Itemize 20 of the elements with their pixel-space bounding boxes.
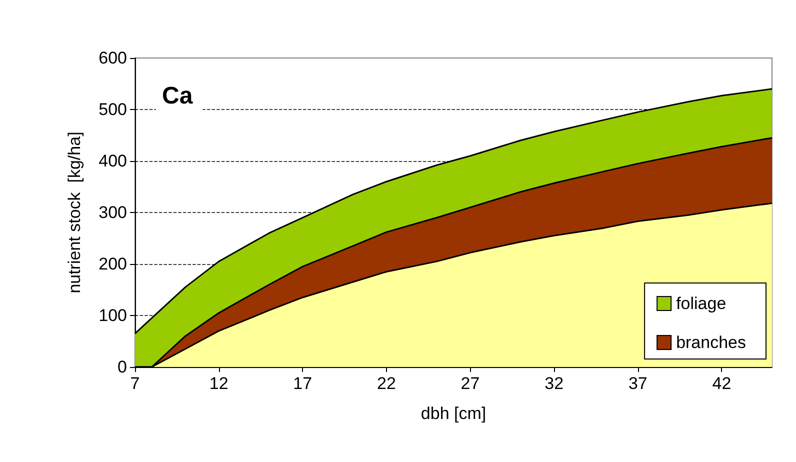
x-tick-label: 22: [376, 374, 396, 393]
x-tick-label: 12: [209, 374, 228, 393]
x-tick-label: 17: [293, 374, 312, 393]
x-tick-label: 42: [712, 374, 732, 393]
y-tick-label: 500: [98, 100, 127, 119]
y-tick-label: 200: [98, 254, 127, 274]
y-tick-label: 0: [118, 358, 127, 376]
legend-label: branches: [676, 333, 746, 352]
y-tick-label: 300: [98, 203, 127, 222]
x-tick-label: 37: [628, 374, 648, 393]
x-tick-label: 27: [460, 374, 480, 393]
y-tick-label: 400: [98, 152, 127, 170]
x-tick-label: 32: [544, 374, 564, 393]
text: Ca: [162, 82, 194, 110]
legend-label: foliage: [676, 294, 726, 313]
y-tick-label: 600: [98, 48, 127, 68]
x-axis-title: dbh [cm]: [420, 404, 486, 423]
y-axis-title: nutrient stock [kg/ha]: [65, 132, 84, 294]
y-tick-label: 100: [98, 306, 127, 325]
x-tick-label: 7: [130, 374, 140, 393]
